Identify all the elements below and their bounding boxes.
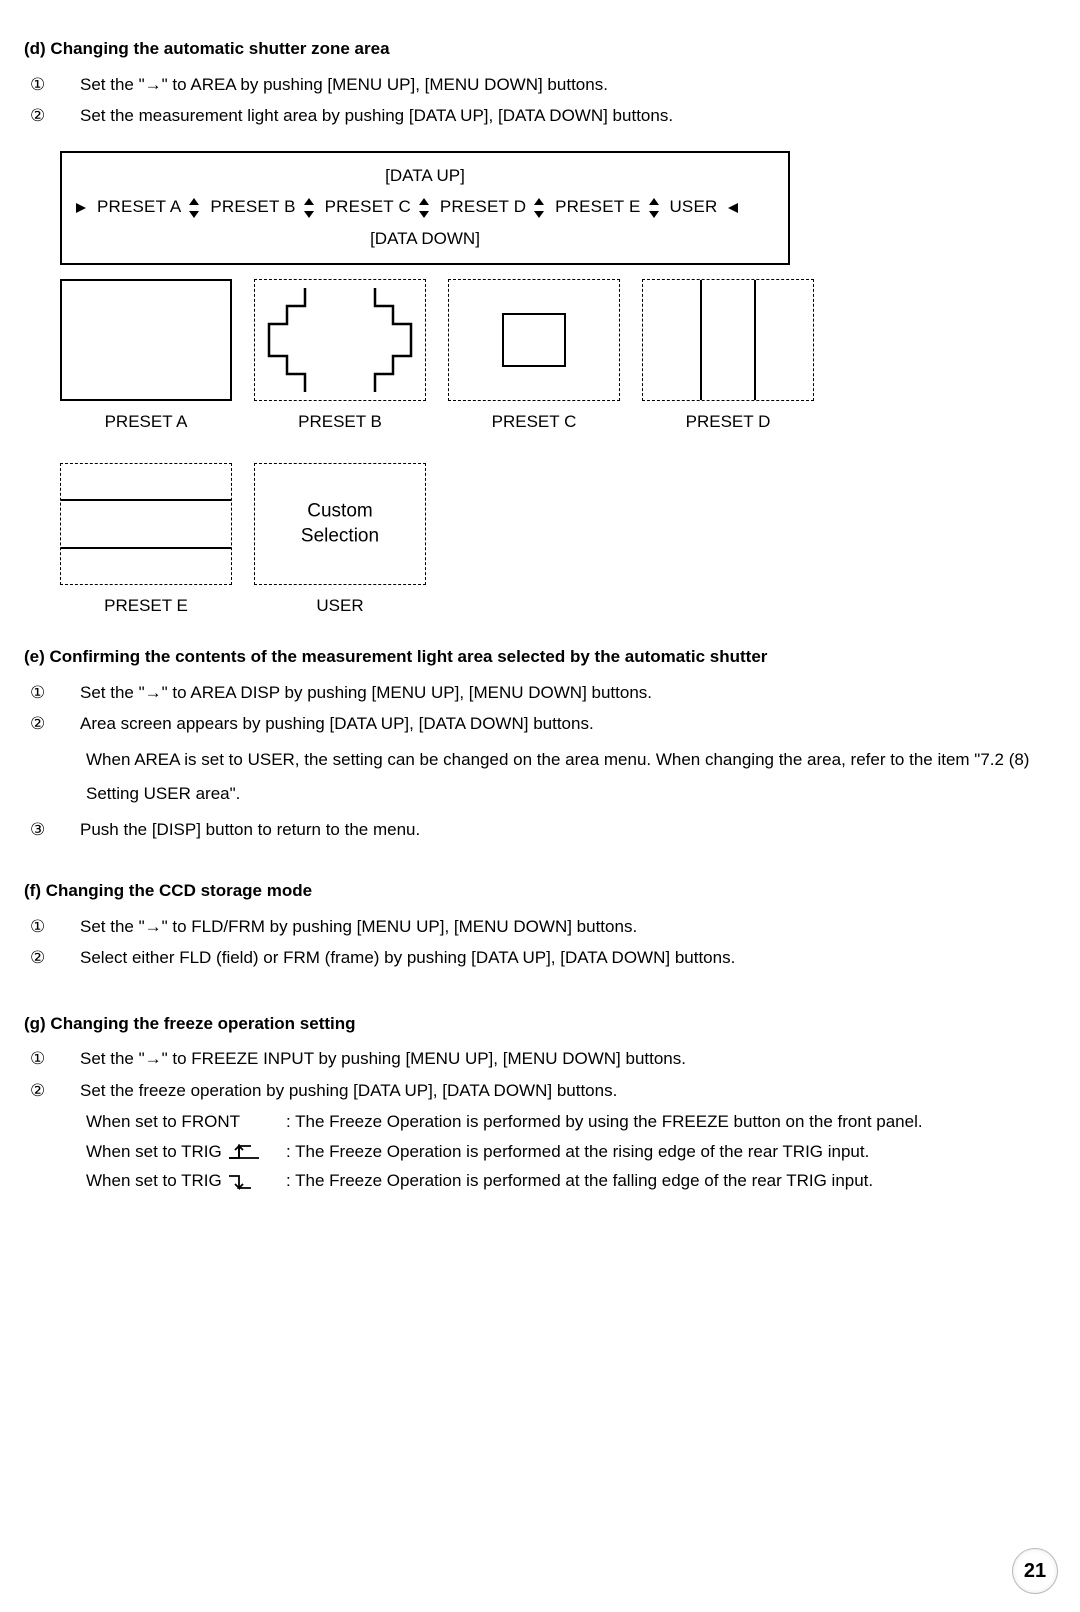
section-d-step2: ②Set the measurement light area by pushi…	[58, 103, 1056, 129]
flow-item: PRESET D	[440, 194, 526, 220]
updown-icon	[532, 198, 546, 218]
freeze-options-block: When set to FRONT : The Freeze Operation…	[86, 1109, 1056, 1194]
freeze-trig-rise-label: When set to TRIG	[86, 1139, 286, 1165]
inner-rect-icon	[502, 313, 566, 367]
step-text: Set the "→" to FLD/FRM by pushing [MENU …	[80, 917, 637, 936]
flow-item: PRESET C	[325, 194, 411, 220]
section-d-title: (d) Changing the automatic shutter zone …	[24, 36, 1056, 62]
section-f-step2: ②Select either FLD (field) or FRM (frame…	[58, 945, 1056, 971]
updown-icon	[187, 198, 201, 218]
falling-edge-icon	[229, 1174, 259, 1190]
preset-b-shape	[254, 279, 426, 401]
preset-e-label: PRESET E	[60, 593, 232, 619]
section-e-step3: ③Push the [DISP] button to return to the…	[58, 817, 1056, 843]
num-2-icon: ②	[58, 1078, 80, 1104]
preset-user-shape: Custom Selection	[254, 463, 426, 585]
preset-a-shape	[60, 279, 232, 401]
flow-bottom-label: [DATA DOWN]	[76, 226, 774, 252]
freeze-trig-fall-row: When set to TRIG : The Freeze Operation …	[86, 1168, 1056, 1194]
freeze-front-label: When set to FRONT	[86, 1109, 286, 1135]
preset-d-shape	[642, 279, 814, 401]
step-text: Set the freeze operation by pushing [DAT…	[80, 1081, 617, 1100]
flow-item: PRESET B	[210, 194, 295, 220]
step-text: Set the measurement light area by pushin…	[80, 106, 673, 125]
freeze-trig-rise-row: When set to TRIG : The Freeze Operation …	[86, 1139, 1056, 1165]
freeze-front-row: When set to FRONT : The Freeze Operation…	[86, 1109, 1056, 1135]
horiz-band-icon	[61, 499, 231, 549]
flow-item: USER	[669, 194, 717, 220]
preset-a-label: PRESET A	[60, 409, 232, 435]
preset-e-shape	[60, 463, 232, 585]
section-f-title: (f) Changing the CCD storage mode	[24, 878, 1056, 904]
freeze-trig-fall-label: When set to TRIG	[86, 1168, 286, 1194]
step-text: Set the "→" to FREEZE INPUT by pushing […	[80, 1049, 686, 1068]
rising-edge-icon	[229, 1144, 259, 1160]
preset-b-label: PRESET B	[254, 409, 426, 435]
vert-band-icon	[700, 280, 756, 400]
preset-grid: PRESET A PRESET B PRESET C	[60, 279, 1056, 618]
num-2-icon: ②	[58, 103, 80, 129]
arrow-right-icon	[76, 203, 86, 213]
step-text: Area screen appears by pushing [DATA UP]…	[80, 714, 594, 733]
section-g-title: (g) Changing the freeze operation settin…	[24, 1011, 1056, 1037]
page-number: 21	[1012, 1548, 1058, 1594]
section-e-step1: ①Set the "→" to AREA DISP by pushing [ME…	[58, 680, 1056, 706]
num-1-icon: ①	[58, 1046, 80, 1072]
updown-icon	[647, 198, 661, 218]
num-2-icon: ②	[58, 945, 80, 971]
freeze-trig-rise-body: : The Freeze Operation is performed at t…	[286, 1139, 1056, 1165]
arrow-left-icon	[728, 203, 738, 213]
step-text: Set the "→" to AREA DISP by pushing [MEN…	[80, 683, 652, 702]
section-g-step2: ②Set the freeze operation by pushing [DA…	[58, 1078, 1056, 1104]
preset-user-cell: Custom Selection USER	[254, 463, 426, 619]
section-e-title: (e) Confirming the contents of the measu…	[24, 644, 1056, 670]
preset-b-cell: PRESET B	[254, 279, 426, 435]
step-text: Select either FLD (field) or FRM (frame)…	[80, 948, 735, 967]
preset-d-label: PRESET D	[642, 409, 814, 435]
flow-sequence: PRESET A PRESET B PRESET C PRESET D PRES…	[76, 194, 774, 220]
preset-e-cell: PRESET E	[60, 463, 232, 619]
section-e-note: When AREA is set to USER, the setting ca…	[86, 743, 1056, 811]
custom-selection-text: Custom Selection	[255, 498, 425, 549]
step-text: Push the [DISP] button to return to the …	[80, 820, 420, 839]
section-f-step1: ①Set the "→" to FLD/FRM by pushing [MENU…	[58, 914, 1056, 940]
num-1-icon: ①	[58, 914, 80, 940]
num-1-icon: ①	[58, 680, 80, 706]
num-3-icon: ③	[58, 817, 80, 843]
section-d-step1: ①Set the "→" to AREA by pushing [MENU UP…	[58, 72, 1056, 98]
preset-d-cell: PRESET D	[642, 279, 814, 435]
preset-c-cell: PRESET C	[448, 279, 620, 435]
flow-top-label: [DATA UP]	[76, 163, 774, 189]
num-1-icon: ①	[58, 72, 80, 98]
updown-icon	[417, 198, 431, 218]
updown-icon	[302, 198, 316, 218]
step-text: Set the "→" to AREA by pushing [MENU UP]…	[80, 75, 608, 94]
preset-a-cell: PRESET A	[60, 279, 232, 435]
freeze-trig-fall-body: : The Freeze Operation is performed at t…	[286, 1168, 1056, 1194]
preset-c-label: PRESET C	[448, 409, 620, 435]
flow-item: PRESET A	[97, 194, 181, 220]
preset-user-label: USER	[254, 593, 426, 619]
section-e-step2: ②Area screen appears by pushing [DATA UP…	[58, 711, 1056, 737]
section-g-step1: ①Set the "→" to FREEZE INPUT by pushing …	[58, 1046, 1056, 1072]
plus-shape-icon	[265, 288, 415, 392]
num-2-icon: ②	[58, 711, 80, 737]
preset-flow-box: [DATA UP] PRESET A PRESET B PRESET C PRE…	[60, 151, 790, 266]
freeze-front-body: : The Freeze Operation is performed by u…	[286, 1109, 1056, 1135]
flow-item: PRESET E	[555, 194, 640, 220]
preset-c-shape	[448, 279, 620, 401]
